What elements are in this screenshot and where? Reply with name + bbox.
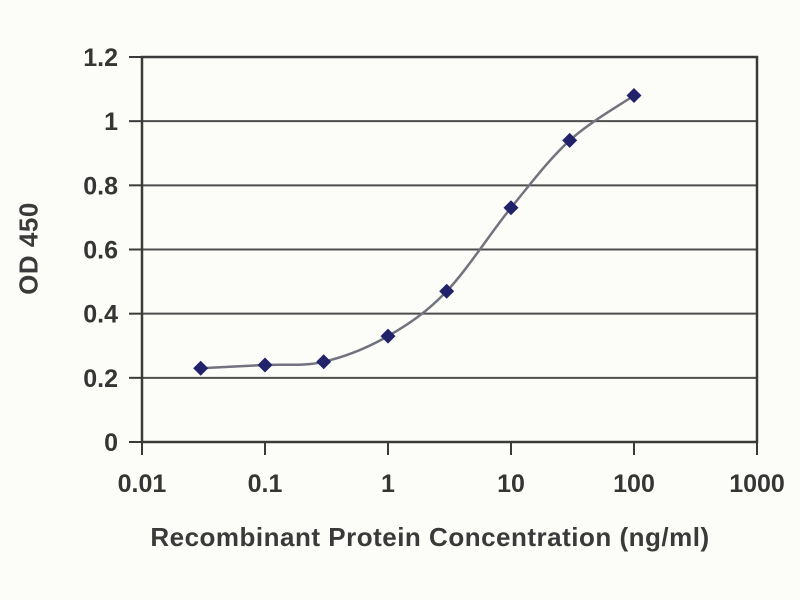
data-point-marker bbox=[193, 360, 209, 376]
x-tick-label: 10 bbox=[497, 470, 525, 498]
y-tick-label: 0.2 bbox=[83, 365, 118, 393]
y-tick-label: 1 bbox=[104, 108, 118, 136]
data-point-marker bbox=[562, 132, 578, 148]
data-point-marker bbox=[257, 357, 273, 373]
y-axis-title: OD 450 bbox=[13, 202, 44, 295]
y-tick-label: 0.8 bbox=[83, 172, 118, 200]
y-tick-label: 1.2 bbox=[83, 44, 118, 72]
y-tick-label: 0 bbox=[104, 429, 118, 457]
x-tick-label: 0.1 bbox=[248, 470, 283, 498]
data-point-marker bbox=[626, 88, 642, 103]
x-tick-label: 1 bbox=[381, 470, 395, 498]
data-point-marker bbox=[439, 283, 455, 299]
x-tick-label: 100 bbox=[613, 470, 655, 498]
data-point-marker bbox=[316, 354, 332, 370]
x-axis-title: Recombinant Protein Concentration (ng/ml… bbox=[150, 522, 710, 552]
x-tick-label: 0.01 bbox=[118, 470, 167, 498]
series-line bbox=[200, 94, 635, 370]
x-tick-label: 1000 bbox=[729, 470, 785, 498]
y-tick-label: 0.6 bbox=[83, 237, 118, 265]
data-point-marker bbox=[503, 200, 519, 216]
data-point-marker bbox=[380, 328, 396, 344]
y-tick-label: 0.4 bbox=[83, 301, 118, 329]
